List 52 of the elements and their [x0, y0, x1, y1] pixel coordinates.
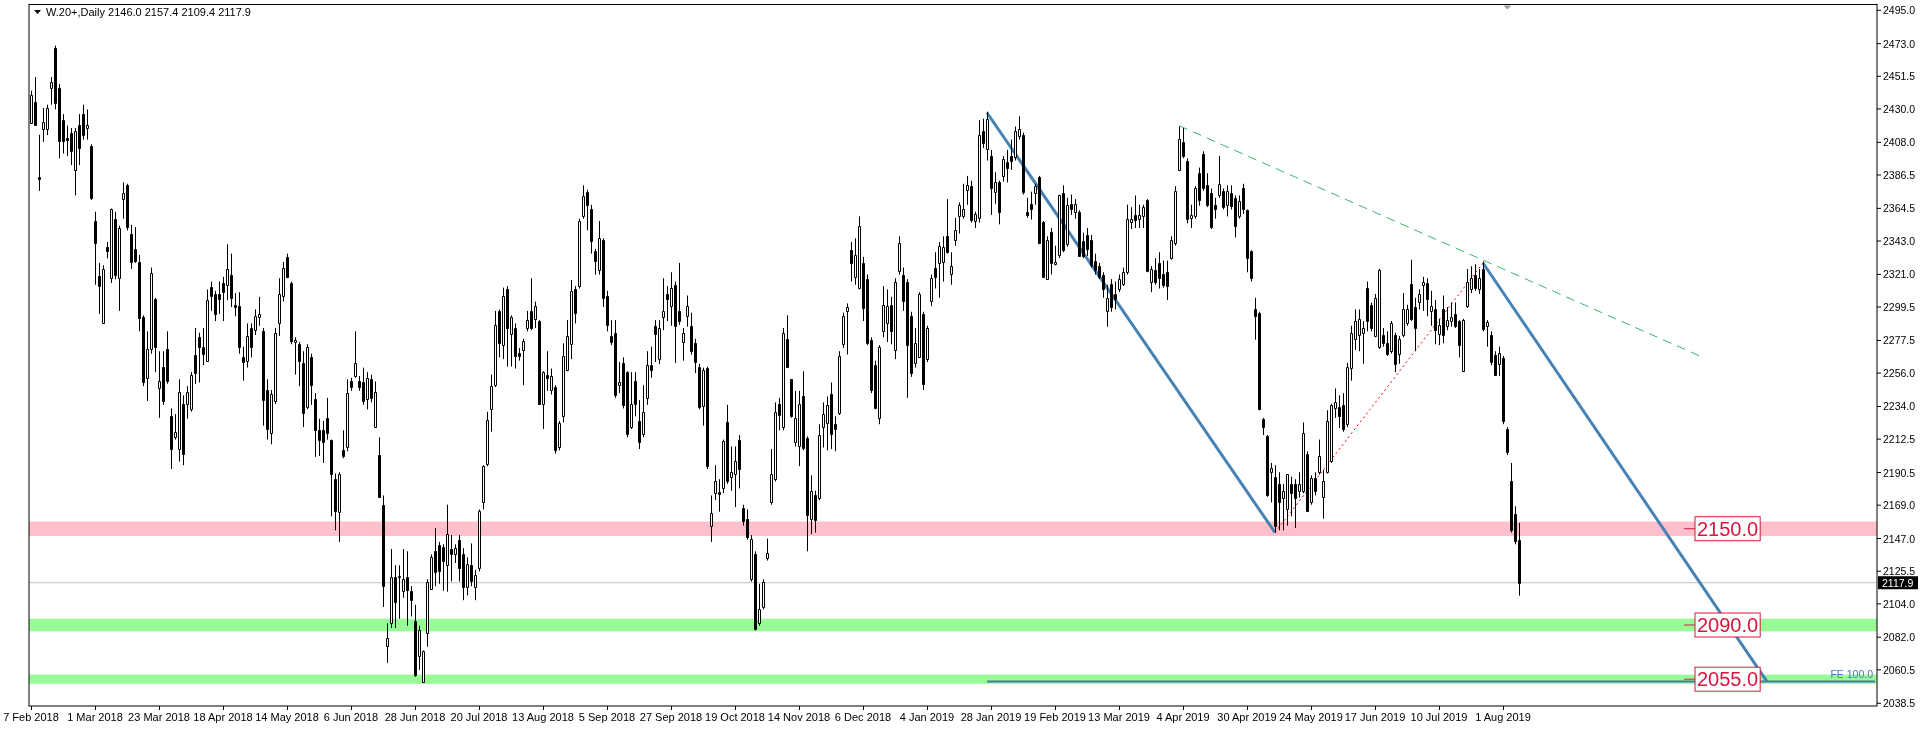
y-tick-label: 2473.0: [1883, 37, 1916, 50]
y-tick-label: 2343.0: [1883, 235, 1916, 248]
x-tick-label: 4 Jan 2019: [899, 711, 955, 723]
x-tick-label: 28 Jan 2019: [960, 711, 1022, 723]
x-tick-label: 4 Apr 2019: [1156, 711, 1210, 723]
x-tick-label: 13 Mar 2019: [1088, 711, 1150, 723]
band-label: 2150.0: [1697, 517, 1759, 540]
y-tick-label: 2125.5: [1883, 565, 1916, 578]
y-tick-label: 2430.0: [1883, 102, 1916, 115]
x-tick-label: 7 Feb 2018: [3, 711, 59, 723]
x-tick-label: 10 Jul 2019: [1410, 711, 1468, 723]
band-label: 2090.0: [1697, 614, 1759, 637]
x-tick-label: 18 Apr 2018: [193, 711, 253, 723]
y-tick-label: 2386.5: [1883, 168, 1916, 181]
ref-line-label: 2117.9: [1882, 576, 1914, 589]
y-tick-label: 2321.0: [1883, 268, 1916, 281]
y-tick-label: 2299.5: [1883, 301, 1916, 314]
x-tick-label: 13 Aug 2018: [512, 711, 574, 723]
y-tick-label: 2038.5: [1883, 697, 1916, 710]
y-tick-label: 2169.0: [1883, 499, 1916, 512]
x-tick-label: 5 Sep 2018: [578, 711, 636, 723]
x-tick-label: 1 Aug 2019: [1475, 711, 1531, 723]
y-tick-label: 2408.0: [1883, 136, 1916, 149]
x-tick-label: 27 Sep 2018: [639, 711, 703, 723]
x-tick-label: 6 Jun 2018: [323, 711, 379, 723]
x-tick-label: 20 Jul 2018: [450, 711, 508, 723]
series-label: FE 100.0: [1830, 667, 1874, 680]
x-tick-label: 14 Nov 2018: [767, 711, 831, 723]
x-tick-label: 28 Jun 2018: [384, 711, 446, 723]
y-tick-label: 2147.0: [1883, 532, 1916, 545]
y-tick-label: 2277.5: [1883, 334, 1916, 347]
x-tick-label: 14 May 2018: [255, 711, 319, 723]
x-tick-label: 17 Jun 2019: [1344, 711, 1406, 723]
x-tick-label: 30 Apr 2019: [1217, 711, 1277, 723]
y-tick-label: 2104.0: [1883, 597, 1916, 610]
y-tick-label: 2234.0: [1883, 400, 1916, 413]
y-tick-label: 2256.0: [1883, 367, 1916, 380]
y-tick-label: 2212.5: [1883, 433, 1916, 446]
x-tick-label: 1 Mar 2018: [67, 711, 123, 723]
x-tick-label: 24 May 2019: [1279, 711, 1343, 723]
x-tick-label: 19 Oct 2018: [705, 711, 765, 723]
y-tick-label: 2364.5: [1883, 202, 1916, 215]
y-tick-label: 2060.5: [1883, 663, 1916, 676]
y-tick-label: 2190.5: [1883, 466, 1916, 479]
band-label: 2055.0: [1697, 668, 1759, 691]
x-tick-label: 19 Feb 2019: [1024, 711, 1086, 723]
x-tick-label: 23 Mar 2018: [128, 711, 190, 723]
y-tick-label: 2495.0: [1883, 4, 1916, 17]
x-tick-label: 6 Dec 2018: [834, 711, 892, 723]
chart-title: W.20+,Daily 2146.0 2157.4 2109.4 2117.9: [46, 6, 251, 18]
y-tick-label: 2082.0: [1883, 631, 1916, 644]
y-tick-label: 2451.5: [1883, 70, 1916, 83]
